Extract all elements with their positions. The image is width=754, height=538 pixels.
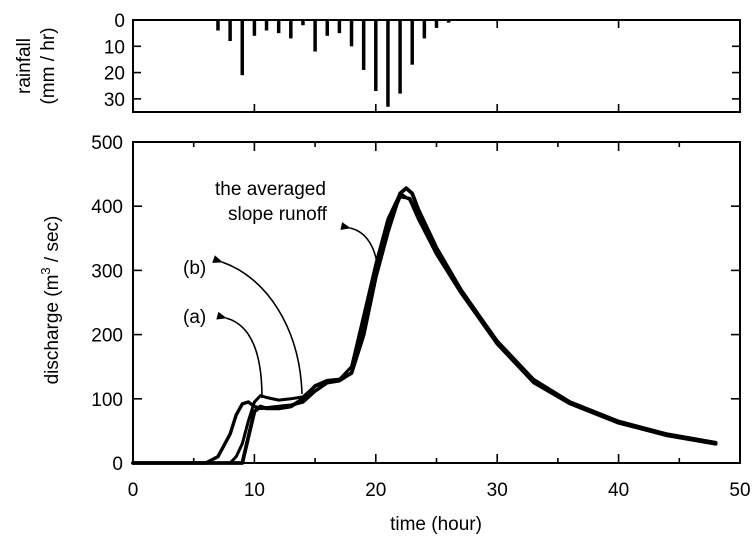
rainfall-panel: 0 10 20 30 rainfall (mm / hr)	[14, 11, 741, 113]
rainfall-plot-frame	[132, 19, 741, 113]
discharge-x-axis-title: time (hour)	[390, 514, 482, 535]
rainfall-bars	[216, 20, 451, 107]
rainfall-y-tick-label: 20	[104, 64, 125, 85]
rainfall-y-tick-label: 0	[114, 11, 125, 32]
annotation-b-arrow	[212, 255, 303, 395]
discharge-y-tick-label: 100	[91, 390, 123, 411]
discharge-series	[131, 186, 718, 465]
rainfall-y-axis-title-line2: (mm / hr)	[38, 27, 59, 104]
discharge-y-axis-title-sup: 3	[38, 267, 53, 274]
rainfall-y-tick-label: 10	[104, 37, 125, 58]
discharge-x-ticks: 0 10 20 30 40 50	[128, 142, 751, 501]
discharge-panel: 0 10 20 30 40 50 0 100 200 300 400 500 time (hour)…	[38, 133, 751, 535]
annotation-avg-line2: slope runoff	[228, 204, 328, 225]
rainfall-y-axis-title-line1: rainfall	[14, 38, 35, 94]
annotation-a-arrow	[216, 311, 263, 399]
discharge-y-axis-title-pre: discharge (m	[42, 275, 63, 385]
discharge-x-tick-label: 30	[487, 480, 508, 501]
rainfall-y-ticks: 0 10 20 30	[104, 11, 740, 111]
annotation-avg-line1: the averaged	[215, 179, 326, 200]
discharge-x-tick-label: 40	[608, 480, 629, 501]
series-averaged-slope-runoff-line	[131, 186, 718, 465]
discharge-y-tick-label: 300	[91, 261, 123, 282]
discharge-x-tick-label: 0	[128, 480, 139, 501]
series-a-line	[131, 194, 718, 465]
discharge-y-axis-title-post: / sec)	[42, 216, 63, 268]
discharge-x-tick-label: 10	[244, 480, 265, 501]
rainfall-x-ticks	[132, 20, 741, 112]
annotation-a-label: (a)	[183, 307, 206, 328]
discharge-y-axis-title: discharge (m3 / sec)	[38, 216, 63, 385]
rainfall-y-tick-label: 30	[104, 90, 125, 111]
discharge-y-tick-label: 500	[91, 133, 123, 154]
annotation-avg-arrow	[340, 222, 379, 271]
annotation-b-label: (b)	[183, 258, 206, 279]
discharge-x-tick-label: 50	[729, 480, 750, 501]
discharge-y-ticks: 0 100 200 300 400 500	[91, 133, 740, 475]
discharge-y-tick-label: 400	[91, 197, 123, 218]
discharge-y-tick-label: 200	[91, 326, 123, 347]
discharge-x-tick-label: 20	[365, 480, 386, 501]
discharge-y-tick-label: 0	[112, 454, 123, 475]
